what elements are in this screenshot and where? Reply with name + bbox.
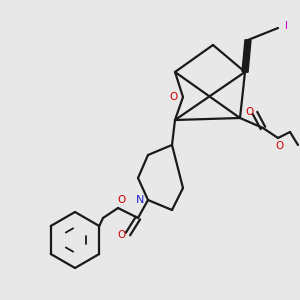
Text: O: O — [117, 195, 125, 205]
Text: O: O — [118, 230, 126, 240]
Text: I: I — [284, 21, 287, 31]
Text: N: N — [136, 195, 144, 205]
Text: O: O — [275, 141, 283, 151]
Polygon shape — [242, 40, 251, 72]
Text: O: O — [246, 107, 254, 117]
Text: O: O — [170, 92, 178, 102]
